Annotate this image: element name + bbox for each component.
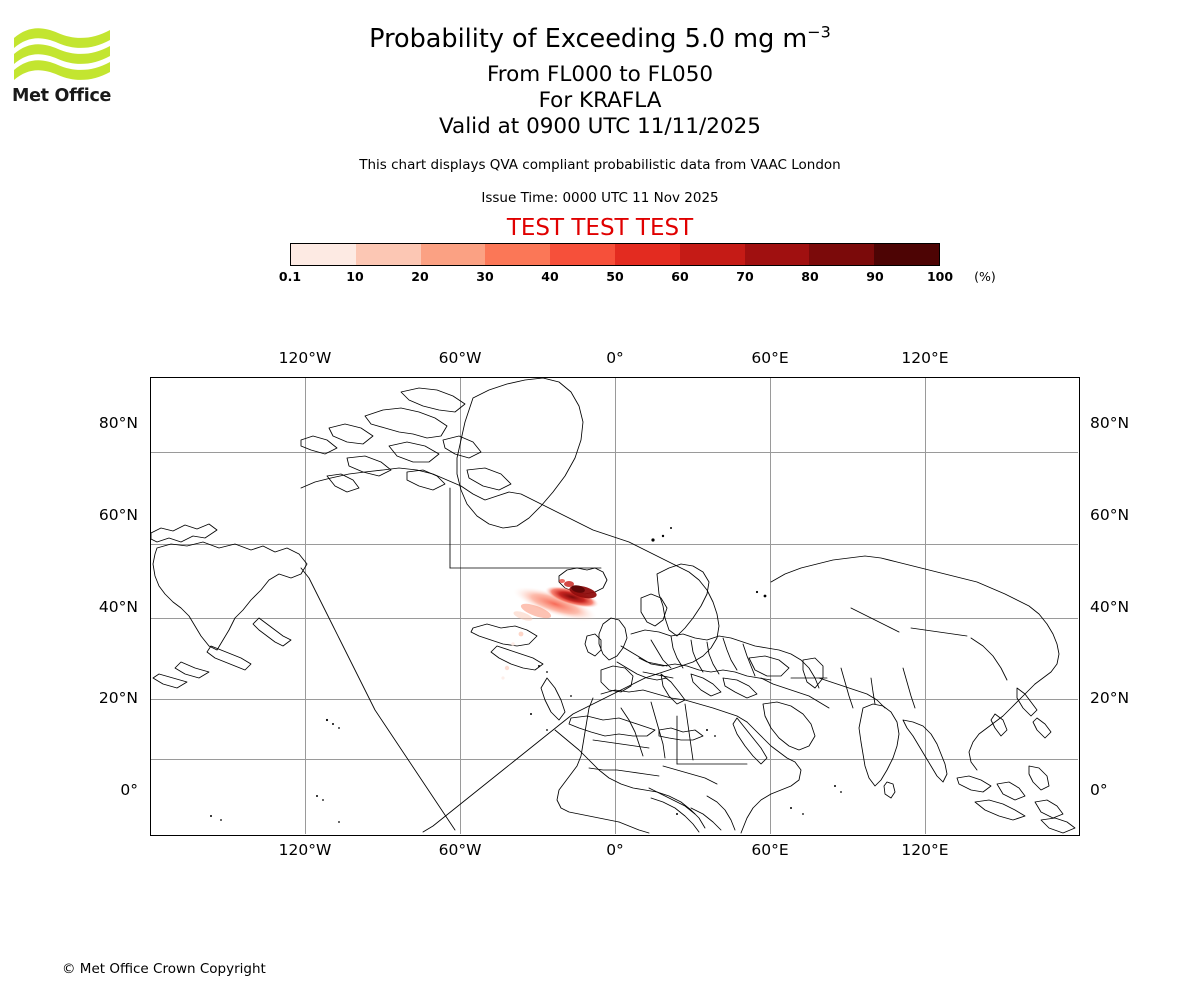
x-axis-label-bottom-60°E: 60°E	[751, 841, 789, 859]
colorbar-tick-30: 30	[476, 269, 494, 284]
chart-source-note: This chart displays QVA compliant probab…	[359, 157, 841, 173]
small-islands	[210, 527, 842, 823]
coastlines-and-borders	[151, 378, 1076, 834]
colorbar-tick-80: 80	[801, 269, 819, 284]
y-axis-label-left-0°: 0°	[120, 781, 138, 800]
colorbar-segment-9	[874, 244, 939, 265]
y-axis-label-right-20°N: 20°N	[1090, 689, 1130, 708]
y-axis-label-left-40°N: 40°N	[98, 597, 138, 616]
colorbar-tick-10: 10	[346, 269, 364, 284]
y-axis-label-right-60°N: 60°N	[1090, 505, 1130, 524]
chart-title-text: Probability of Exceeding 5.0 mg m	[369, 24, 808, 54]
colorbar-tick-labels: (%) 0.1 10 20 30 40 50 60 70 80 90 100	[0, 269, 1200, 287]
copyright-text: © Met Office Crown Copyright	[62, 961, 266, 977]
y-axis-label-right-0°: 0°	[1090, 781, 1108, 800]
colorbar-tick-40: 40	[541, 269, 559, 284]
colorbar-segment-1	[355, 244, 421, 265]
met-office-wave-icon	[14, 28, 110, 80]
ash-plume-probability-field	[501, 579, 600, 680]
chart-title-exponent: −3	[807, 22, 831, 42]
colorbar-segment-7	[744, 244, 810, 265]
y-axis-label-left-80°N: 80°N	[98, 413, 138, 432]
test-banner-text: TEST TEST TEST	[506, 215, 694, 241]
world-map-plot	[150, 377, 1080, 836]
map-gridlines	[151, 378, 1078, 834]
colorbar-segment-8	[809, 244, 875, 265]
met-office-logo: Met Office	[12, 24, 112, 114]
map-graphics	[151, 378, 1078, 834]
probability-colorbar	[290, 243, 940, 266]
colorbar-tick-0.1: 0.1	[278, 269, 302, 284]
chart-title: Probability of Exceeding 5.0 mg m−3	[0, 24, 1200, 54]
x-axis-label-bottom-120°E: 120°E	[901, 841, 949, 859]
colorbar-tick-90: 90	[866, 269, 884, 284]
y-axis-label-left-20°N: 20°N	[98, 689, 138, 708]
colorbar-segment-0	[291, 244, 356, 265]
colorbar-units-label: (%)	[974, 269, 996, 284]
colorbar-segment-5	[614, 244, 680, 265]
colorbar-tick-50: 50	[606, 269, 624, 284]
valid-time-subtitle: Valid at 0900 UTC 11/11/2025	[438, 114, 761, 139]
flight-level-subtitle: From FL000 to FL050	[486, 62, 714, 87]
x-axis-label-top-60°W: 60°W	[438, 349, 482, 367]
y-axis-label-right-80°N: 80°N	[1090, 413, 1130, 432]
colorbar-tick-70: 70	[736, 269, 754, 284]
colorbar-segment-3	[485, 244, 551, 265]
issue-time-text: Issue Time: 0000 UTC 11 Nov 2025	[481, 190, 719, 206]
colorbar-tick-20: 20	[411, 269, 429, 284]
colorbar-segment-4	[550, 244, 615, 265]
x-axis-label-bottom-60°W: 60°W	[438, 841, 482, 859]
y-axis-label-right-40°N: 40°N	[1090, 597, 1130, 616]
x-axis-label-top-0°: 0°	[606, 349, 624, 367]
colorbar-segment-2	[420, 244, 486, 265]
met-office-logo-text: Met Office	[12, 86, 112, 106]
colorbar-segment-6	[679, 244, 745, 265]
y-axis-label-left-60°N: 60°N	[98, 505, 138, 524]
x-axis-label-bottom-120°W: 120°W	[278, 841, 332, 859]
x-axis-label-top-120°W: 120°W	[278, 349, 332, 367]
x-axis-label-bottom-0°: 0°	[606, 841, 624, 859]
x-axis-label-top-60°E: 60°E	[751, 349, 789, 367]
volcano-name-subtitle: For KRAFLA	[538, 88, 662, 113]
x-axis-label-top-120°E: 120°E	[901, 349, 949, 367]
colorbar-tick-100: 100	[926, 269, 954, 284]
colorbar-tick-60: 60	[671, 269, 689, 284]
